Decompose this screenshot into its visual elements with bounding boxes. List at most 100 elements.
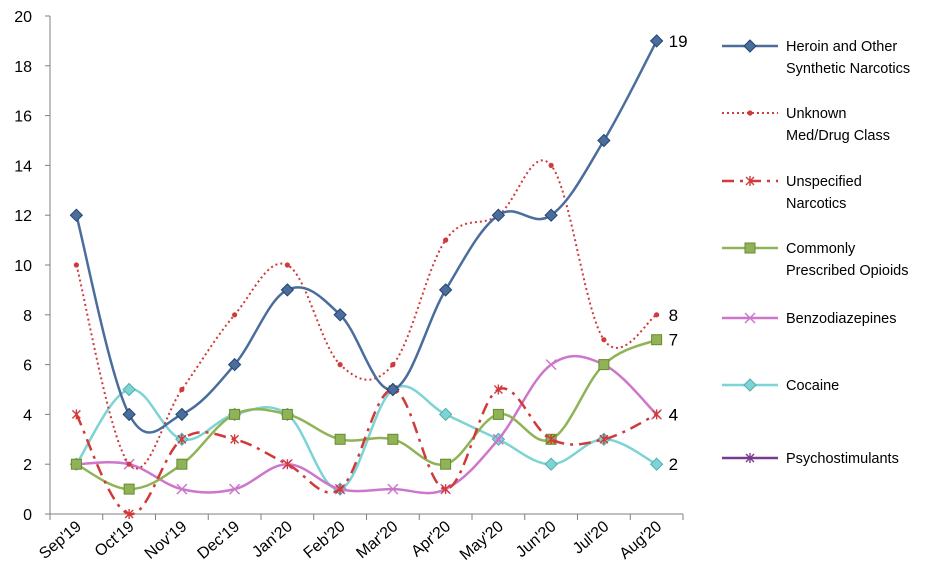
end-value-label: 8 (669, 306, 678, 325)
data-point-shape (176, 408, 188, 420)
y-tick-label: 14 (14, 158, 32, 175)
legend-label: Cocaine (786, 378, 839, 394)
data-point (545, 458, 557, 470)
y-tick-label: 0 (23, 507, 32, 524)
end-value-label: 19 (669, 32, 688, 51)
data-point (230, 409, 240, 419)
end-value-label: 4 (669, 405, 678, 424)
data-point-shape (177, 459, 187, 469)
legend-swatch-marker-shape (745, 243, 755, 253)
x-tick-label: Jun'20 (513, 518, 560, 561)
data-point-shape (179, 387, 184, 392)
data-point-shape (232, 312, 237, 317)
data-point-shape (71, 459, 81, 469)
data-point (651, 458, 663, 470)
series-heroin-and-other-synthetic-narcotics (70, 35, 662, 433)
end-labels: 2474819 (669, 32, 688, 474)
legend-item: Commonly Prescribed Opioids (722, 241, 909, 279)
data-point (440, 284, 452, 296)
data-point-shape (440, 408, 452, 420)
data-point-shape (652, 335, 662, 345)
data-point (285, 262, 290, 267)
y-tick-label: 2 (23, 457, 32, 474)
data-point-shape (546, 360, 556, 370)
data-point-shape (549, 163, 554, 168)
data-point (282, 409, 292, 419)
data-point (388, 434, 398, 444)
y-tick-label: 8 (23, 308, 32, 325)
data-point-shape (70, 209, 82, 221)
data-point (654, 312, 659, 317)
data-point-shape (651, 458, 663, 470)
data-point (70, 209, 82, 221)
data-point (549, 163, 554, 168)
data-point-shape (282, 409, 292, 419)
data-point-shape (493, 409, 503, 419)
x-tick-label: Apr'20 (408, 518, 454, 560)
y-tick-label: 16 (14, 109, 32, 126)
data-point (281, 284, 293, 296)
data-point-shape (388, 434, 398, 444)
legend-swatch-marker (744, 379, 756, 391)
data-point-shape (285, 262, 290, 267)
y-tick-label: 6 (23, 358, 32, 375)
data-point-shape (338, 362, 343, 367)
data-point (441, 459, 451, 469)
legend-swatch-marker (744, 40, 756, 52)
legend-label: Psychostimulants (786, 451, 899, 467)
data-point (601, 337, 606, 342)
x-tick-label: Nov'19 (142, 518, 191, 563)
data-point-shape (545, 458, 557, 470)
data-point (440, 408, 452, 420)
end-value-label: 2 (669, 455, 678, 474)
data-point-shape (335, 434, 345, 444)
data-point (651, 35, 663, 47)
data-point (546, 360, 556, 370)
legend-label: Benzodiazepines (786, 311, 896, 327)
legend-label: Synthetic Narcotics (786, 61, 910, 77)
series-unspecified-narcotics (72, 385, 660, 520)
x-tick-label: Oct'19 (92, 518, 138, 560)
data-point (124, 484, 134, 494)
data-point (123, 408, 135, 420)
x-tick-label: May'20 (457, 518, 507, 564)
data-point-shape (440, 284, 452, 296)
legend-swatch-marker-shape (747, 110, 752, 115)
legend-label: Prescribed Opioids (786, 263, 909, 279)
data-point (71, 459, 81, 469)
data-point-shape (599, 360, 609, 370)
legend-label: Commonly (786, 241, 856, 257)
data-point-shape (601, 337, 606, 342)
data-point-shape (72, 409, 80, 419)
legend-item: Benzodiazepines (722, 311, 896, 327)
data-point-shape (123, 384, 135, 396)
data-point (179, 387, 184, 392)
x-tick-label: Jul'20 (570, 518, 613, 558)
legend-label: Unspecified (786, 174, 862, 190)
data-point-shape (390, 362, 395, 367)
data-point (652, 335, 662, 345)
legend-swatch-marker-shape (744, 40, 756, 52)
data-point (599, 360, 609, 370)
data-point (335, 434, 345, 444)
data-point-shape (123, 408, 135, 420)
data-point (177, 459, 187, 469)
data-point-shape (281, 284, 293, 296)
x-tick-label: Feb'20 (301, 518, 349, 562)
data-point-shape (653, 409, 661, 419)
data-point-shape (598, 135, 610, 147)
data-point (338, 362, 343, 367)
x-tick-label: Sep'19 (36, 518, 85, 563)
legend-swatch-marker (747, 110, 752, 115)
data-point (653, 409, 661, 419)
data-point (74, 262, 79, 267)
y-tick-label: 18 (14, 59, 32, 76)
series-unknown-med-drug-class (74, 160, 659, 468)
legend-swatch-marker-shape (744, 379, 756, 391)
x-tick-label: Aug'20 (616, 518, 665, 563)
legend-label: Med/Drug Class (786, 128, 890, 144)
data-point-shape (74, 262, 79, 267)
data-point (493, 409, 503, 419)
data-point (123, 384, 135, 396)
